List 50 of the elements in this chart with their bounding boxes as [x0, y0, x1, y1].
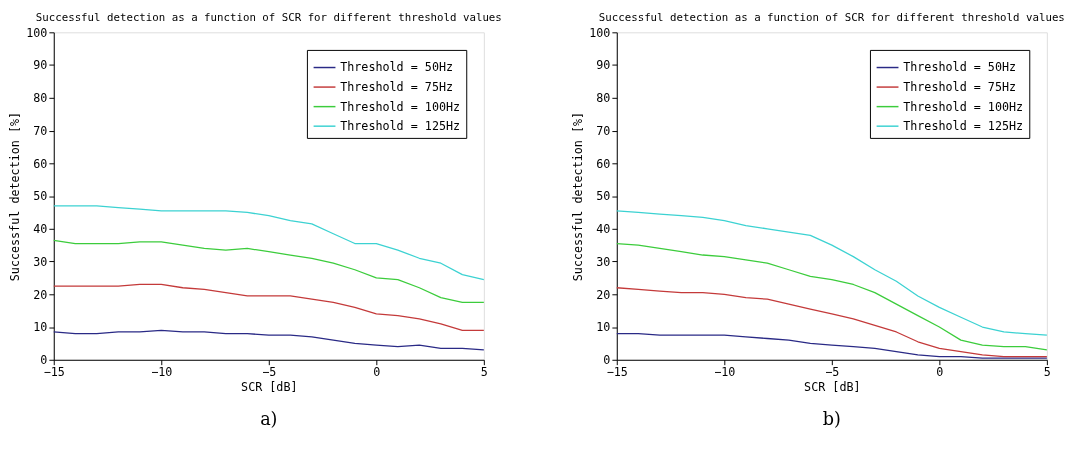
legend-label: Threshold = 75Hz [340, 79, 454, 94]
y-tick-label: 20 [33, 287, 48, 302]
chart-title: Successful detection as a function of SCR for different threshold values [35, 10, 502, 24]
legend-label: Threshold = 75Hz [903, 79, 1017, 94]
y-tick-label: 70 [33, 123, 48, 138]
y-tick-label: 50 [33, 189, 48, 204]
y-tick-label: 80 [33, 91, 48, 106]
legend-label: Threshold = 125Hz [903, 119, 1024, 134]
x-axis-title: SCR [dB] [804, 379, 861, 394]
y-tick-label: 100 [589, 25, 611, 40]
line-series [53, 205, 485, 281]
y-tick-label: 90 [596, 58, 611, 73]
y-tick-label: 40 [33, 222, 48, 237]
chart-title: Successful detection as a function of SCR for different threshold values [598, 10, 1065, 24]
legend-label: Threshold = 100Hz [340, 99, 461, 114]
x-axis-title: SCR [dB] [241, 379, 298, 394]
x-tick-label: −5 [825, 364, 840, 379]
x-tick-label: 5 [480, 364, 488, 379]
line-series [53, 283, 485, 331]
y-axis-title: Successful detection [%] [571, 111, 586, 282]
line-series [616, 242, 1048, 351]
y-tick-label: 60 [596, 156, 611, 171]
x-tick-label: −5 [262, 364, 277, 379]
text: a) [260, 409, 278, 430]
text: b) [822, 409, 841, 430]
x-tick-label: 0 [373, 364, 381, 379]
y-tick-label: 20 [596, 287, 611, 302]
legend-label: Threshold = 100Hz [903, 99, 1024, 114]
y-axis-title: Successful detection [%] [8, 111, 23, 282]
line-series [53, 329, 485, 351]
y-tick-label: 80 [596, 91, 611, 106]
legend-label: Threshold = 50Hz [340, 60, 454, 75]
y-tick-label: 10 [33, 320, 48, 335]
legend-label: Threshold = 125Hz [340, 119, 461, 134]
x-tick-label: −10 [151, 364, 173, 379]
y-tick-label: 70 [596, 123, 611, 138]
line-series [616, 210, 1048, 336]
y-tick-label: 30 [33, 254, 48, 269]
y-tick-label: 50 [596, 189, 611, 204]
y-tick-label: 30 [596, 254, 611, 269]
x-tick-label: 5 [1043, 364, 1051, 379]
y-tick-label: 90 [33, 58, 48, 73]
y-tick-label: 10 [596, 320, 611, 335]
line-series [53, 239, 485, 304]
y-tick-label: 100 [26, 25, 48, 40]
y-tick-label: 60 [33, 156, 48, 171]
legend-label: Threshold = 50Hz [903, 60, 1017, 75]
x-tick-label: 0 [936, 364, 944, 379]
x-tick-label: −10 [714, 364, 736, 379]
y-tick-label: 40 [596, 222, 611, 237]
